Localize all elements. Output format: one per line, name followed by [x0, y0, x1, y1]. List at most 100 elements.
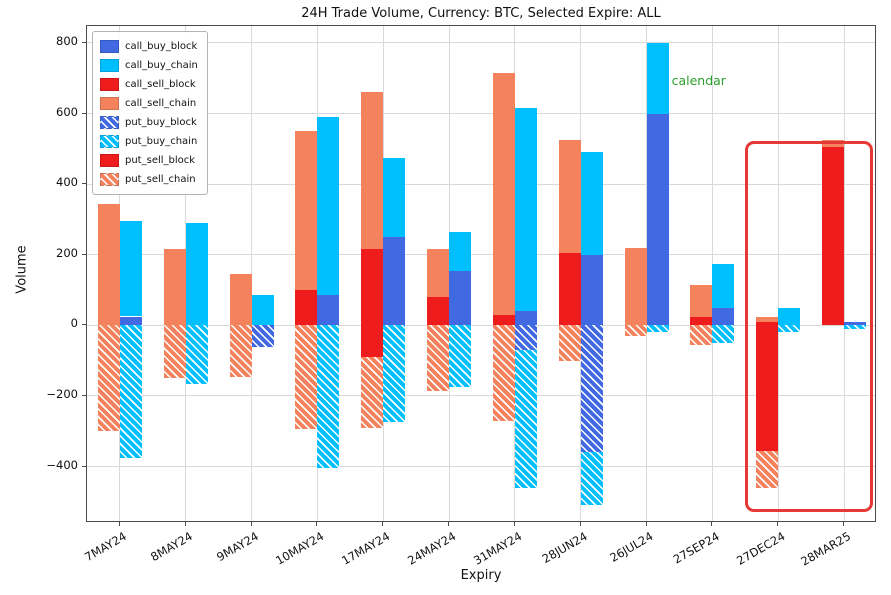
legend-item: put_buy_chain [100, 132, 198, 151]
legend: call_buy_block call_buy_chain call_sell_bl… [92, 31, 208, 195]
legend-swatch-call_sell_block [100, 78, 119, 91]
bar-segment-call_sell_block [822, 147, 845, 326]
bar-segment-put_sell_chain [295, 325, 318, 430]
x-tick-mark [382, 522, 384, 526]
bar-segment-put_sell_chain [229, 325, 252, 377]
bar-segment-call_buy_chain [317, 117, 340, 296]
x-tick-label: 8MAY24 [148, 529, 195, 565]
bar-segment-call_sell_chain [822, 140, 845, 148]
legend-label: put_buy_chain [125, 136, 198, 147]
bar-segment-put_sell_chain [558, 325, 581, 361]
bar-segment-call_sell_chain [756, 316, 779, 322]
legend-label: call_sell_block [125, 79, 196, 90]
bar-segment-call_buy_chain [383, 157, 406, 238]
legend-label: call_sell_chain [125, 98, 197, 109]
bar-segment-call_sell_chain [295, 131, 318, 291]
x-tick-label: 31MAY24 [470, 529, 524, 568]
x-tick-label: 9MAY24 [213, 529, 261, 565]
bar-segment-call_buy_block [712, 307, 735, 326]
x-tick-mark [184, 522, 186, 526]
x-tick-label: 26JUL24 [607, 529, 656, 565]
bar-segment-put_sell_chain [97, 325, 120, 432]
bar-segment-call_sell_block [361, 249, 384, 326]
legend-item: call_buy_block [100, 37, 198, 56]
h-gridline [87, 42, 875, 44]
bar-segment-call_sell_chain [361, 92, 384, 250]
h-gridline [87, 466, 875, 468]
legend-swatch-call_sell_chain [100, 97, 119, 110]
bar-segment-call_buy_block [646, 113, 669, 326]
y-tick-label: 800 [56, 33, 78, 48]
bar-segment-call_sell_block [558, 252, 581, 326]
bar-segment-put_sell_chain [756, 450, 779, 488]
bar-segment-put_sell_chain [690, 325, 713, 345]
bar-segment-put_buy_chain [119, 325, 142, 458]
y-tick-label: −400 [46, 457, 78, 472]
bar-segment-call_buy_chain [712, 263, 735, 308]
bar-segment-call_buy_chain [778, 307, 801, 326]
legend-swatch-call_buy_block [100, 40, 119, 53]
legend-swatch-put_buy_block [100, 116, 119, 129]
v-gridline [777, 26, 779, 521]
bar-segment-put_sell_chain [361, 357, 384, 428]
legend-label: put_buy_block [125, 117, 197, 128]
bar-segment-call_buy_block [317, 295, 340, 326]
x-tick-mark [645, 522, 647, 526]
x-tick-mark [777, 522, 779, 526]
x-tick-mark [711, 522, 713, 526]
bar-segment-put_buy_block [580, 325, 603, 453]
x-tick-label: 17MAY24 [339, 529, 393, 568]
x-tick-label: 28MAR25 [798, 529, 854, 569]
v-gridline [843, 26, 845, 521]
legend-swatch-put_sell_block [100, 154, 119, 167]
bar-segment-put_buy_chain [449, 325, 472, 388]
bar-segment-put_buy_chain [383, 325, 406, 423]
x-tick-mark [316, 522, 318, 526]
bar-segment-call_buy_chain [646, 42, 669, 114]
bar-segment-put_sell_block [756, 325, 779, 451]
x-tick-label: 27DEC24 [733, 529, 788, 568]
bar-segment-call_buy_block [383, 237, 406, 326]
bar-segment-call_buy_block [449, 270, 472, 326]
bar-segment-put_buy_block [251, 325, 274, 347]
bar-segment-put_buy_chain [185, 325, 208, 384]
bar-segment-call_buy_chain [119, 221, 142, 317]
bar-segment-call_sell_chain [229, 274, 252, 326]
bar-segment-call_sell_block [690, 316, 713, 326]
bar-segment-put_sell_chain [492, 325, 515, 421]
x-tick-mark [250, 522, 252, 526]
bar-segment-call_buy_chain [580, 152, 603, 255]
bar-segment-put_sell_chain [624, 325, 647, 336]
legend-label: call_buy_block [125, 41, 198, 52]
bar-segment-call_buy_block [844, 321, 867, 326]
legend-item: put_sell_chain [100, 170, 198, 189]
legend-item: call_buy_chain [100, 56, 198, 75]
bar-segment-put_sell_chain [163, 325, 186, 379]
y-tick-label: 400 [56, 175, 78, 190]
plot-area [86, 25, 876, 522]
legend-label: put_sell_chain [125, 174, 196, 185]
bar-segment-call_sell_chain [492, 72, 515, 315]
x-tick-mark [448, 522, 450, 526]
bar-segment-call_sell_chain [624, 247, 647, 326]
h-gridline [87, 113, 875, 115]
legend-swatch-call_buy_chain [100, 59, 119, 72]
y-tick-label: 200 [56, 245, 78, 260]
x-tick-mark [843, 522, 845, 526]
bar-segment-put_buy_chain [712, 325, 735, 343]
x-tick-mark [579, 522, 581, 526]
bar-segment-put_buy_chain [844, 325, 867, 329]
bar-segment-call_sell_block [756, 321, 779, 326]
x-axis-label: Expiry [460, 568, 502, 583]
bar-segment-put_buy_chain [580, 452, 603, 506]
legend-swatch-put_sell_chain [100, 173, 119, 186]
v-gridline [251, 26, 253, 521]
h-gridline [87, 254, 875, 256]
h-gridline [87, 183, 875, 185]
legend-item: put_sell_block [100, 151, 198, 170]
x-tick-label: 7MAY24 [82, 529, 129, 565]
y-axis-label: Volume [14, 245, 30, 294]
x-tick-label: 27SEP24 [670, 529, 722, 567]
chart-title: 24H Trade Volume, Currency: BTC, Selecte… [301, 6, 661, 21]
